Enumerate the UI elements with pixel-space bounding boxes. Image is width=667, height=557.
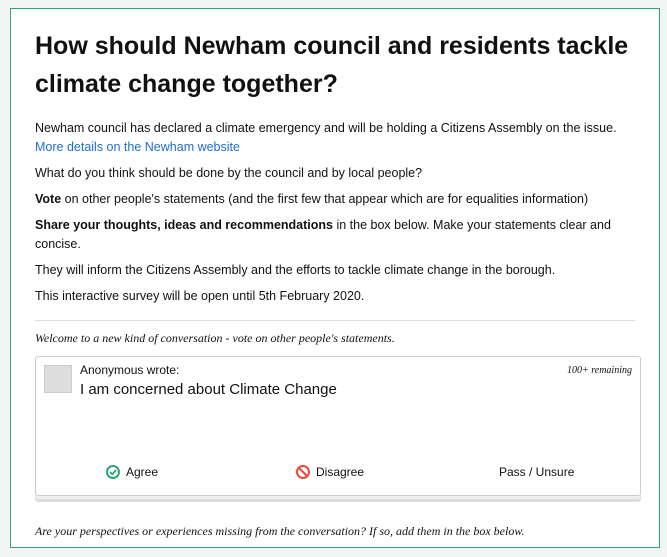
welcome: Welcome to a new kind of conversation - … [35,331,395,345]
content: How should Newham council and residents … [11,9,659,557]
intro: Vote on other people's statements (and t… [35,190,635,209]
text: in the box below. Make your statements c… [35,218,611,251]
disagree-button[interactable]: Disagree [296,465,364,479]
bold: Share your thoughts, ideas and recommend… [35,218,333,232]
link[interactable]: More details on the Newham website [35,140,240,154]
footer: Are your perspectives or experiences mis… [35,524,525,538]
label: Pass / Unsure [499,465,575,479]
statement: I am concerned about Climate Change [80,381,337,398]
intro: This interactive survey will be open unt… [35,289,365,303]
intro: What do you think should be done by the … [35,166,423,180]
text: Newham council has declared a climate em… [35,121,617,135]
author: Anonymous wrote: [80,363,180,377]
pass-button[interactable]: Pass / Unsure [499,465,574,479]
disagree-icon [296,465,310,479]
title: How should Newham council and residents … [35,32,629,98]
bold: Vote [35,192,62,206]
label: Agree [126,465,159,479]
avatar [44,365,72,393]
label: Disagree [316,465,365,479]
agree-button[interactable]: Agree [106,465,158,479]
remaining: 100+ remaining [567,365,632,376]
page: How should Newham council and residents … [10,8,660,548]
intro: Newham council has declared a climate em… [35,119,635,157]
agree-icon [106,465,120,479]
statement-card: Anonymous wrote: 100+ remaining I am con… [35,356,641,496]
text: on other people's statements (and the fi… [61,192,589,206]
intro: They will inform the Citizens Assembly a… [35,263,556,277]
intro: Share your thoughts, ideas and recommend… [35,216,635,254]
